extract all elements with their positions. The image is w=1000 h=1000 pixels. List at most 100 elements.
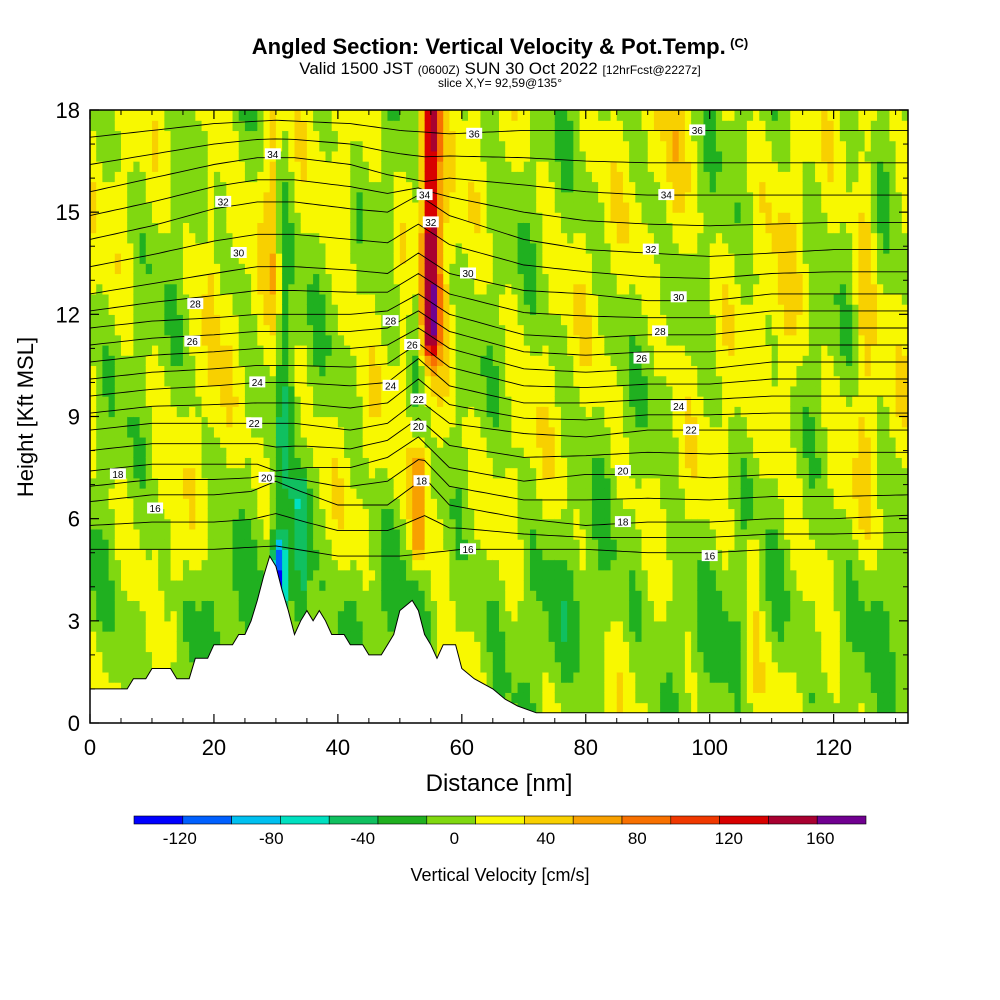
y-axis-label: Height [Kft MSL] [13, 337, 38, 497]
colorbar-label: Vertical Velocity [cm/s] [410, 865, 589, 885]
colorbar-swatch [816, 815, 867, 825]
theta-contour-line [90, 272, 908, 319]
contour-label: 30 [462, 269, 474, 280]
contour-label: 18 [112, 470, 124, 481]
contour-label: 24 [252, 378, 264, 389]
theta-contour-line [90, 378, 908, 421]
contour-label: 30 [233, 249, 245, 260]
valid-utc: (0600Z) [417, 63, 460, 77]
contour-label-bg [683, 424, 700, 436]
colorbar-tick-label: -80 [259, 829, 284, 848]
theta-contour-line [90, 342, 908, 389]
forecast-note: [12hrFcst@2227z] [602, 63, 701, 77]
contour-label-bg [215, 195, 232, 207]
contour-label-bg [633, 352, 650, 364]
contour-label: 28 [385, 317, 397, 328]
colorbar-swatch [572, 815, 623, 825]
contour-label: 32 [425, 218, 437, 229]
contour-label-bg [404, 339, 421, 350]
colorbar-swatch [280, 815, 330, 825]
theta-contour-line [90, 398, 908, 438]
contour-label: 26 [636, 354, 648, 365]
contour-label-bg [701, 550, 718, 562]
y-tick-label: 18 [56, 98, 80, 123]
contour-label-bg [264, 148, 281, 160]
colorbar-swatch [768, 815, 818, 825]
contour-label-bg [614, 516, 631, 528]
colorbar-swatch [182, 815, 232, 825]
contour-label-bg [230, 247, 247, 258]
contour-label-bg [422, 216, 439, 228]
contour-label: 22 [249, 419, 261, 430]
contour-label: 36 [469, 129, 481, 140]
theta-contour-line [90, 179, 908, 227]
theta-contour-line [90, 436, 908, 482]
contour-label-bg [249, 376, 266, 388]
contour-label: 20 [617, 467, 629, 478]
theta-contour-line [90, 252, 908, 302]
contour-label-bg [460, 267, 476, 279]
theta-contour-line [90, 477, 908, 526]
contour-label: 34 [661, 191, 673, 202]
theta-contour-line [90, 310, 908, 356]
contour-label-bg [460, 543, 476, 555]
y-tick-label: 6 [68, 507, 80, 532]
y-tick-label: 9 [68, 405, 80, 430]
contour-label: 36 [692, 126, 704, 137]
contour-label: 16 [704, 552, 716, 563]
contour-label: 24 [673, 402, 685, 413]
slice-info: slice X,Y= 92,59@135° [437, 76, 563, 90]
colorbar-swatch [621, 815, 672, 825]
colorbar-tick-label: -120 [163, 829, 197, 848]
contour-label-bg [109, 468, 126, 480]
contour-label-bg [410, 420, 427, 432]
contour-label: 32 [218, 197, 230, 208]
colorbar-tick-label: 80 [628, 829, 647, 848]
contour-label: 26 [187, 337, 199, 348]
contour-label-bg [382, 379, 399, 391]
contour-label-bg [658, 189, 675, 201]
contour-label-bg [642, 243, 659, 255]
contour-label: 16 [150, 504, 162, 515]
x-tick-label: 0 [84, 735, 96, 760]
contour-label-bg [246, 417, 263, 429]
colorbar-tick-label: 160 [806, 829, 834, 848]
chart-title-note: (C) [730, 35, 749, 51]
y-tick-label: 12 [56, 302, 80, 327]
contour-label: 32 [645, 245, 657, 256]
contour-label-bg [466, 127, 483, 139]
contour-label-bg [184, 335, 201, 347]
contour-label: 18 [617, 518, 629, 529]
contour-label: 18 [416, 477, 428, 488]
contour-label-bg [258, 471, 275, 483]
colorbar-swatch [426, 815, 476, 825]
valid-date: SUN 30 Oct 2022 [464, 59, 598, 78]
x-tick-label: 120 [815, 735, 852, 760]
colorbar-swatch [475, 815, 525, 825]
contour-label-bg [382, 315, 399, 327]
y-tick-label: 15 [56, 200, 80, 225]
contour-label: 26 [407, 341, 419, 352]
theta-contour-line [90, 293, 908, 339]
theta-contour-line [90, 513, 908, 538]
contour-label: 28 [190, 300, 202, 311]
theta-contour-labels: 16 16 16 18 18 18 20 20 20 22 22 22 24 24 24 26 26 26 28 28… [109, 124, 718, 563]
y-tick-label: 3 [68, 609, 80, 634]
colorbar-tick-label: 40 [536, 829, 555, 848]
x-tick-label: 40 [326, 735, 350, 760]
contour-label-bg [410, 393, 427, 405]
contour-label: 16 [462, 545, 474, 556]
x-tick-label: 60 [450, 735, 474, 760]
valid-time: Valid 1500 JST [299, 59, 413, 78]
contour-label: 34 [419, 191, 431, 202]
contour-label: 30 [673, 293, 685, 304]
x-tick-label: 100 [691, 735, 728, 760]
contour-label: 20 [413, 422, 425, 433]
theta-contour-line [90, 157, 908, 196]
theta-contour-line [90, 223, 908, 280]
colorbar-swatch [524, 815, 574, 825]
theta-contour-line [90, 138, 908, 165]
theta-contour-line [90, 417, 908, 458]
colorbar-swatch [719, 815, 769, 825]
contour-label: 28 [655, 327, 667, 338]
